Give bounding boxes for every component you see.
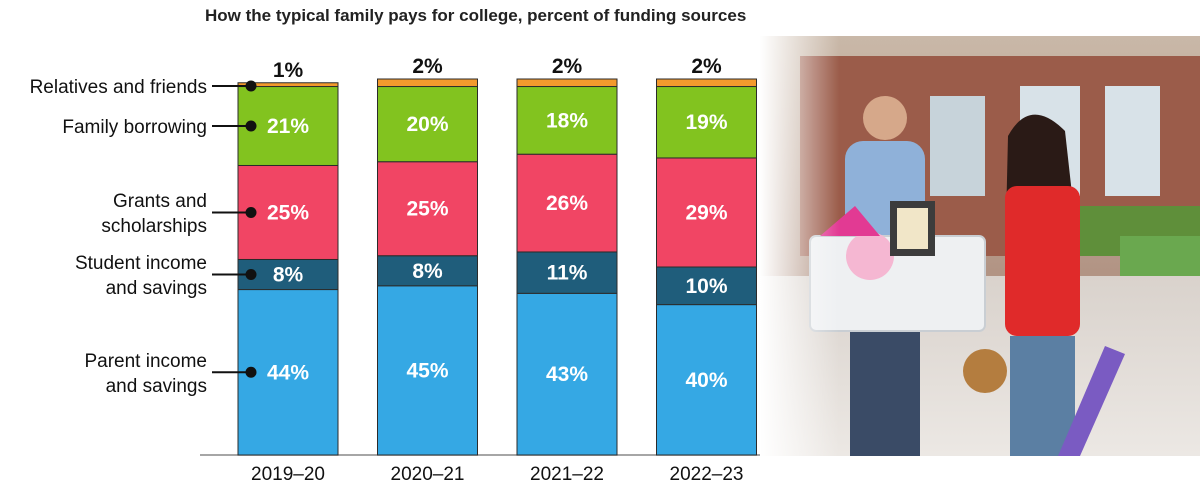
data-label-family-borrowing-2019-20: 21% — [267, 115, 309, 138]
data-label-relatives-and-friends-2020-21: 2% — [412, 55, 443, 78]
bar-student-income-and-savings-2021-22 — [516, 251, 618, 294]
bar-relatives-and-friends-2019-20 — [237, 82, 339, 88]
bar-family-borrowing-2021-22 — [516, 86, 618, 155]
x-tick-label-2019-20: 2019–20 — [251, 464, 325, 485]
legend-label-student-income-and-savings: Student income — [75, 253, 207, 274]
data-label-grants-and-scholarships-2022-23: 29% — [685, 201, 727, 224]
legend-label-grants-and-scholarships: scholarships — [101, 216, 207, 237]
stacked-bar-chart: 44% 8% 25% 21% 1% 2019–20 45% 8% 25% 20% 2% 2020–21… — [30, 55, 760, 485]
data-label-grants-and-scholarships-2019-20: 25% — [267, 201, 309, 224]
x-tick-label-2021-22: 2021–22 — [530, 464, 604, 485]
data-label-grants-and-scholarships-2020-21: 25% — [406, 198, 448, 221]
legend-dot — [245, 269, 257, 281]
legend-dot — [245, 366, 257, 378]
data-label-parent-income-and-savings-2021-22: 43% — [546, 363, 588, 386]
legend-label-grants-and-scholarships: Grants and — [113, 191, 207, 212]
data-label-relatives-and-friends-2019-20: 1% — [273, 59, 304, 82]
data-label-student-income-and-savings-2022-23: 10% — [685, 275, 727, 298]
data-label-relatives-and-friends-2022-23: 2% — [691, 55, 722, 78]
legend-item-parent-income-and-savings: Parent income and savings — [84, 351, 257, 397]
data-label-family-borrowing-2020-21: 20% — [406, 113, 448, 136]
data-label-family-borrowing-2022-23: 19% — [685, 111, 727, 134]
data-label-parent-income-and-savings-2019-20: 44% — [267, 361, 309, 384]
chart-title: How the typical family pays for college,… — [205, 6, 747, 25]
data-label-relatives-and-friends-2021-22: 2% — [552, 55, 583, 78]
legend-label-family-borrowing: Family borrowing — [62, 117, 207, 138]
data-label-student-income-and-savings-2019-20: 8% — [273, 264, 304, 287]
bar-parent-income-and-savings-2020-21 — [377, 285, 478, 456]
data-label-grants-and-scholarships-2021-22: 26% — [546, 192, 588, 215]
x-tick-label-2022-23: 2022–23 — [670, 464, 744, 485]
bar-family-borrowing-2020-21 — [377, 86, 478, 163]
bar-grants-and-scholarships-2021-22 — [516, 153, 618, 253]
legend-label-relatives-and-friends: Relatives and friends — [30, 77, 207, 98]
legend-item-relatives-and-friends: Relatives and friends — [30, 77, 257, 98]
bar-grants-and-scholarships-2020-21 — [377, 161, 478, 257]
legend-item-student-income-and-savings: Student income and savings — [75, 253, 257, 299]
data-label-student-income-and-savings-2020-21: 8% — [412, 260, 443, 283]
legend-item-family-borrowing: Family borrowing — [62, 117, 257, 138]
x-tick-label-2020-21: 2020–21 — [391, 464, 465, 485]
legend-dot — [245, 120, 257, 132]
legend-dot — [245, 206, 257, 218]
bar-student-income-and-savings-2020-21 — [377, 255, 478, 287]
bar-relatives-and-friends-2022-23 — [656, 78, 757, 88]
data-label-student-income-and-savings-2021-22: 11% — [547, 262, 588, 285]
legend-label-parent-income-and-savings: Parent income — [84, 351, 207, 372]
legend-label-student-income-and-savings: and savings — [106, 278, 207, 299]
data-label-family-borrowing-2021-22: 18% — [546, 109, 588, 132]
data-label-parent-income-and-savings-2020-21: 45% — [406, 359, 448, 382]
bar-parent-income-and-savings-2021-22 — [516, 292, 618, 456]
students-moving-photo — [760, 36, 1200, 456]
legend-dot — [245, 80, 257, 92]
bar-relatives-and-friends-2020-21 — [377, 78, 478, 88]
bar-parent-income-and-savings-2022-23 — [656, 304, 757, 456]
legend-label-parent-income-and-savings: and savings — [106, 376, 207, 397]
bar-relatives-and-friends-2021-22 — [516, 78, 618, 88]
bar-family-borrowing-2022-23 — [656, 86, 757, 159]
data-label-parent-income-and-savings-2022-23: 40% — [685, 369, 727, 392]
bar-student-income-and-savings-2022-23 — [656, 266, 757, 306]
legend-item-grants-and-scholarships: Grants and scholarships — [101, 191, 257, 237]
